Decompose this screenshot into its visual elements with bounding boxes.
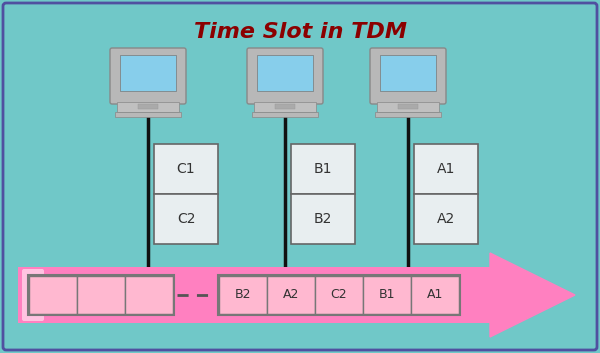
Text: B1: B1 — [379, 288, 395, 301]
FancyBboxPatch shape — [125, 276, 173, 314]
FancyBboxPatch shape — [414, 144, 478, 194]
FancyBboxPatch shape — [77, 276, 125, 314]
FancyBboxPatch shape — [291, 194, 355, 244]
Text: A2: A2 — [437, 212, 455, 226]
Text: Time Slot in TDM: Time Slot in TDM — [193, 22, 407, 42]
FancyBboxPatch shape — [267, 276, 315, 314]
Text: B2: B2 — [314, 212, 332, 226]
Text: A2: A2 — [283, 288, 299, 301]
FancyBboxPatch shape — [363, 276, 411, 314]
FancyBboxPatch shape — [411, 276, 459, 314]
FancyBboxPatch shape — [154, 144, 218, 194]
FancyBboxPatch shape — [291, 144, 355, 194]
Text: B2: B2 — [235, 288, 251, 301]
Text: A1: A1 — [437, 162, 455, 176]
Bar — [115, 112, 181, 117]
FancyBboxPatch shape — [315, 276, 363, 314]
FancyBboxPatch shape — [110, 48, 186, 104]
Bar — [257, 55, 313, 91]
Bar — [275, 104, 295, 109]
Bar — [254, 102, 316, 112]
Bar — [398, 104, 418, 109]
FancyBboxPatch shape — [29, 276, 77, 314]
Bar — [252, 112, 318, 117]
Text: B1: B1 — [314, 162, 332, 176]
Bar — [120, 55, 176, 91]
Polygon shape — [490, 253, 575, 337]
FancyBboxPatch shape — [414, 194, 478, 244]
Bar — [377, 102, 439, 112]
FancyBboxPatch shape — [219, 276, 267, 314]
FancyBboxPatch shape — [370, 48, 446, 104]
Bar — [18, 267, 490, 323]
Bar — [380, 55, 436, 91]
FancyBboxPatch shape — [3, 3, 597, 350]
Text: A1: A1 — [427, 288, 443, 301]
FancyBboxPatch shape — [22, 269, 44, 321]
Text: C2: C2 — [331, 288, 347, 301]
Text: C1: C1 — [176, 162, 196, 176]
Bar — [138, 104, 158, 109]
FancyBboxPatch shape — [247, 48, 323, 104]
FancyBboxPatch shape — [154, 194, 218, 244]
Bar — [375, 112, 441, 117]
Bar — [117, 102, 179, 112]
Text: C2: C2 — [177, 212, 195, 226]
